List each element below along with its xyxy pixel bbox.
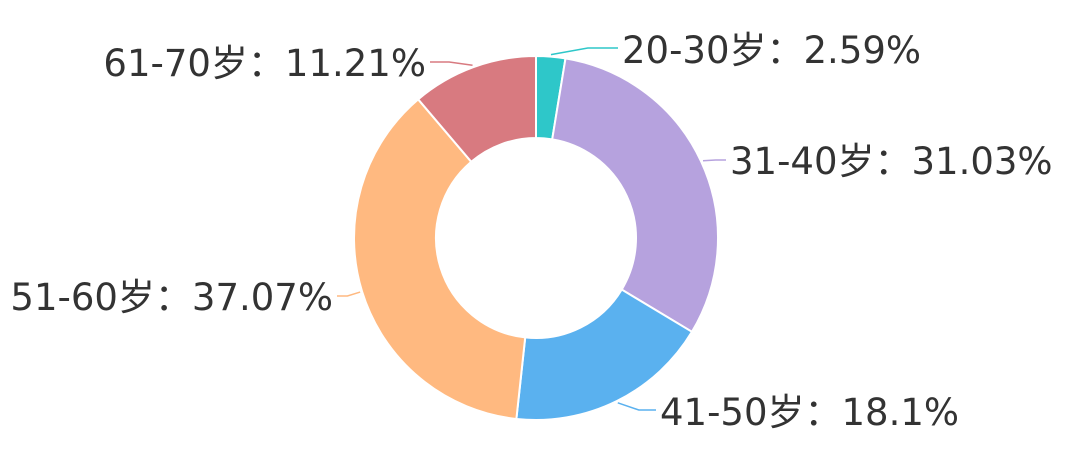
- slice-label-41-50: 41-50岁：18.1%: [660, 391, 959, 434]
- slices-group: [353, 54, 719, 421]
- slice-label-61-70: 61-70岁：11.21%: [103, 42, 426, 85]
- slice-label-31-40: 31-40岁：31.03%: [730, 140, 1053, 183]
- slice-41-50: [515, 288, 694, 421]
- leader-line-51-60: [337, 291, 361, 297]
- slice-label-51-60: 51-60岁：37.07%: [10, 276, 333, 319]
- leader-line-31-40: [702, 159, 726, 162]
- slice-51-60: [353, 97, 527, 421]
- leader-lines-group: [337, 47, 726, 411]
- slice-label-20-30: 20-30岁：2.59%: [622, 29, 921, 72]
- leader-line-61-70: [430, 61, 473, 67]
- leader-line-20-30: [550, 47, 618, 56]
- slice-31-40: [551, 57, 719, 334]
- slice-61-70: [416, 54, 537, 164]
- leader-line-41-50: [617, 402, 656, 411]
